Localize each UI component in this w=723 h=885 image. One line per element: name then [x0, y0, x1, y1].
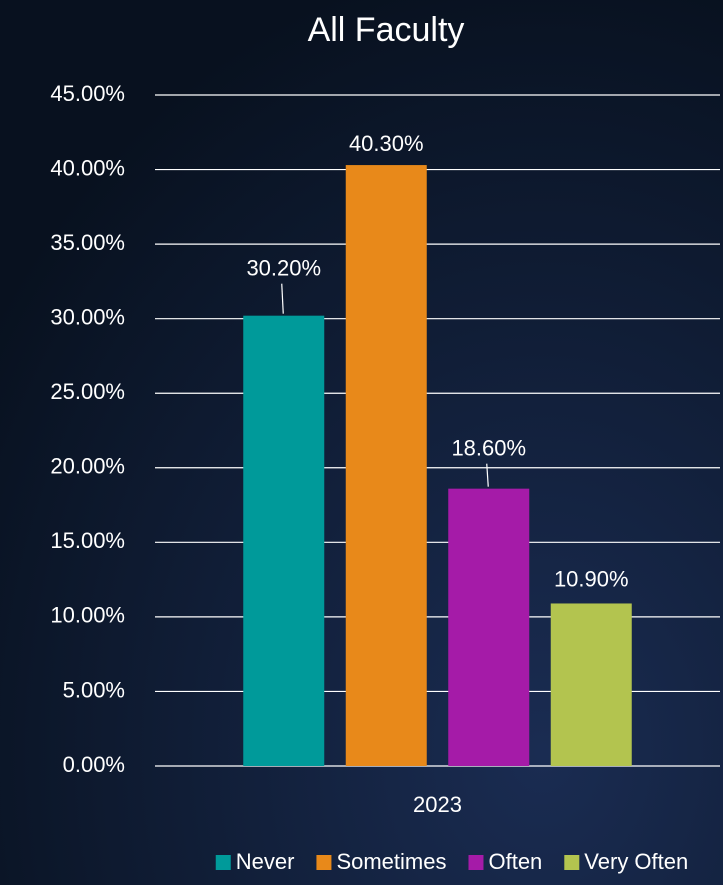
y-tick-label: 40.00% [50, 155, 125, 180]
y-tick-label: 0.00% [63, 752, 125, 777]
legend-label: Sometimes [336, 849, 446, 874]
leader-line [486, 463, 489, 487]
y-tick-label: 35.00% [50, 230, 125, 255]
legend-label: Never [236, 849, 295, 874]
y-tick-label: 5.00% [63, 677, 125, 702]
legend-swatch [316, 855, 332, 870]
value-label: 18.60% [451, 435, 526, 460]
y-tick-label: 20.00% [50, 454, 125, 479]
y-tick-label: 15.00% [50, 528, 125, 553]
legend-label: Often [488, 849, 542, 874]
leader-line [281, 283, 284, 314]
bar [448, 488, 530, 766]
value-label: 10.90% [554, 566, 629, 591]
value-label: 40.30% [349, 131, 424, 156]
legend-swatch [564, 855, 580, 870]
y-tick-label: 45.00% [50, 81, 125, 106]
bar [243, 315, 325, 766]
legend-swatch [215, 855, 231, 870]
y-tick-label: 10.00% [50, 603, 125, 628]
bar [345, 165, 427, 767]
legend-swatch [468, 855, 484, 870]
chart-title: All Faculty [308, 11, 465, 49]
value-label: 30.20% [246, 255, 321, 280]
legend-label: Very Often [584, 849, 688, 874]
y-tick-label: 25.00% [50, 379, 125, 404]
bar [550, 603, 632, 766]
x-tick-label: 2023 [413, 792, 462, 817]
y-tick-label: 30.00% [50, 304, 125, 329]
